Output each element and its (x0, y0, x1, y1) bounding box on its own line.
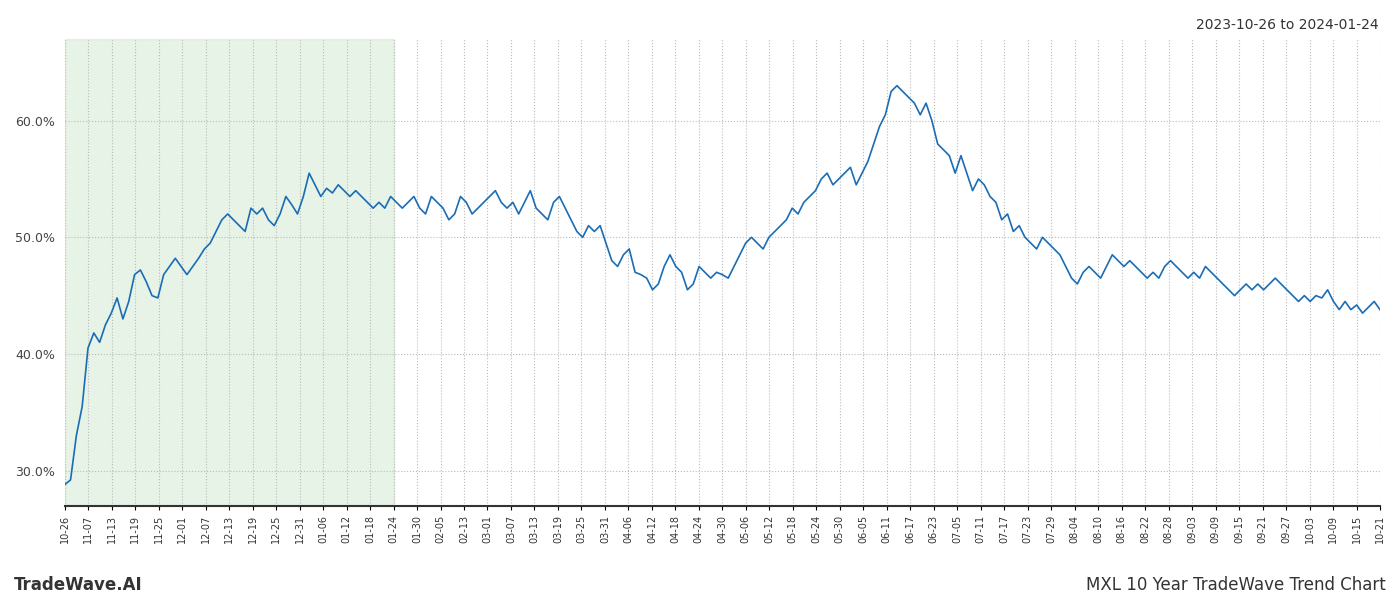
Text: MXL 10 Year TradeWave Trend Chart: MXL 10 Year TradeWave Trend Chart (1086, 576, 1386, 594)
Text: 2023-10-26 to 2024-01-24: 2023-10-26 to 2024-01-24 (1197, 18, 1379, 32)
Text: TradeWave.AI: TradeWave.AI (14, 576, 143, 594)
Bar (64, 39, 393, 506)
